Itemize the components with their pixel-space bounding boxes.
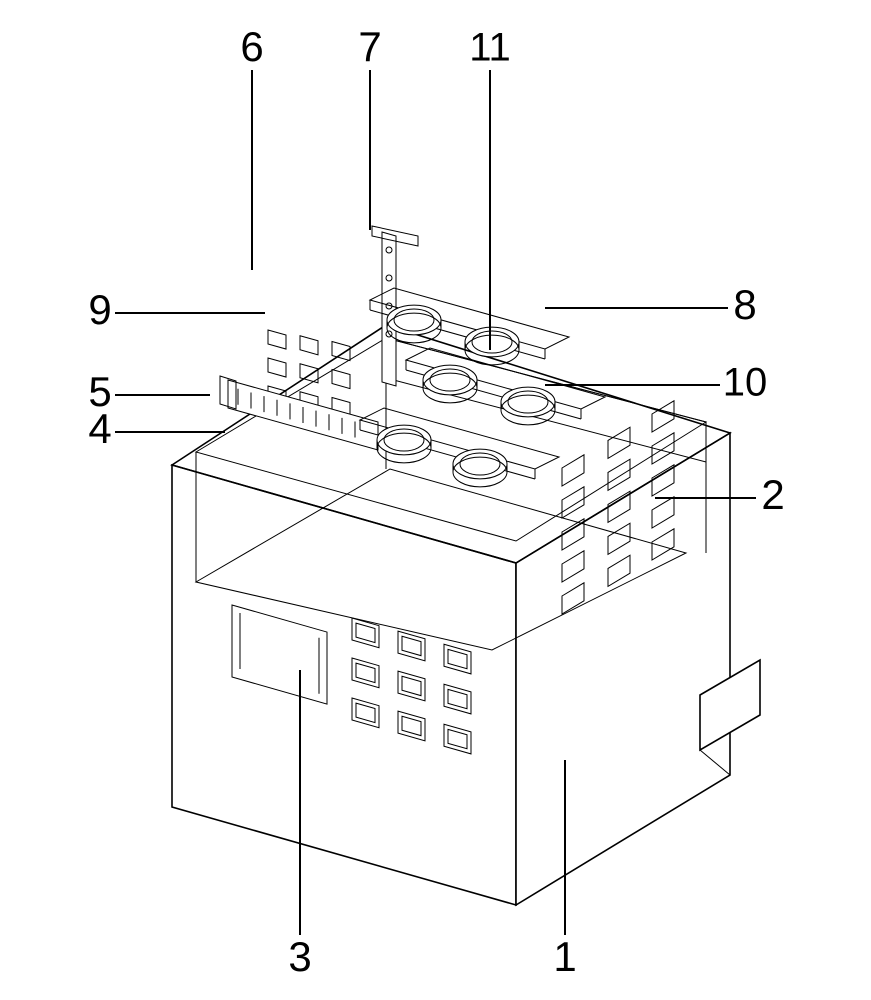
callout-label-9: 9 — [88, 286, 111, 333]
callout-label-1: 1 — [553, 933, 576, 980]
callout-label-4: 4 — [88, 405, 111, 452]
callout-label-2: 2 — [761, 471, 784, 518]
callout-label-6: 6 — [240, 23, 263, 70]
callout-label-10: 10 — [723, 361, 768, 405]
callout-label-7: 7 — [358, 23, 381, 70]
callout-label-8: 8 — [733, 281, 756, 328]
callout-label-11: 11 — [469, 26, 511, 70]
callout-label-3: 3 — [288, 933, 311, 980]
